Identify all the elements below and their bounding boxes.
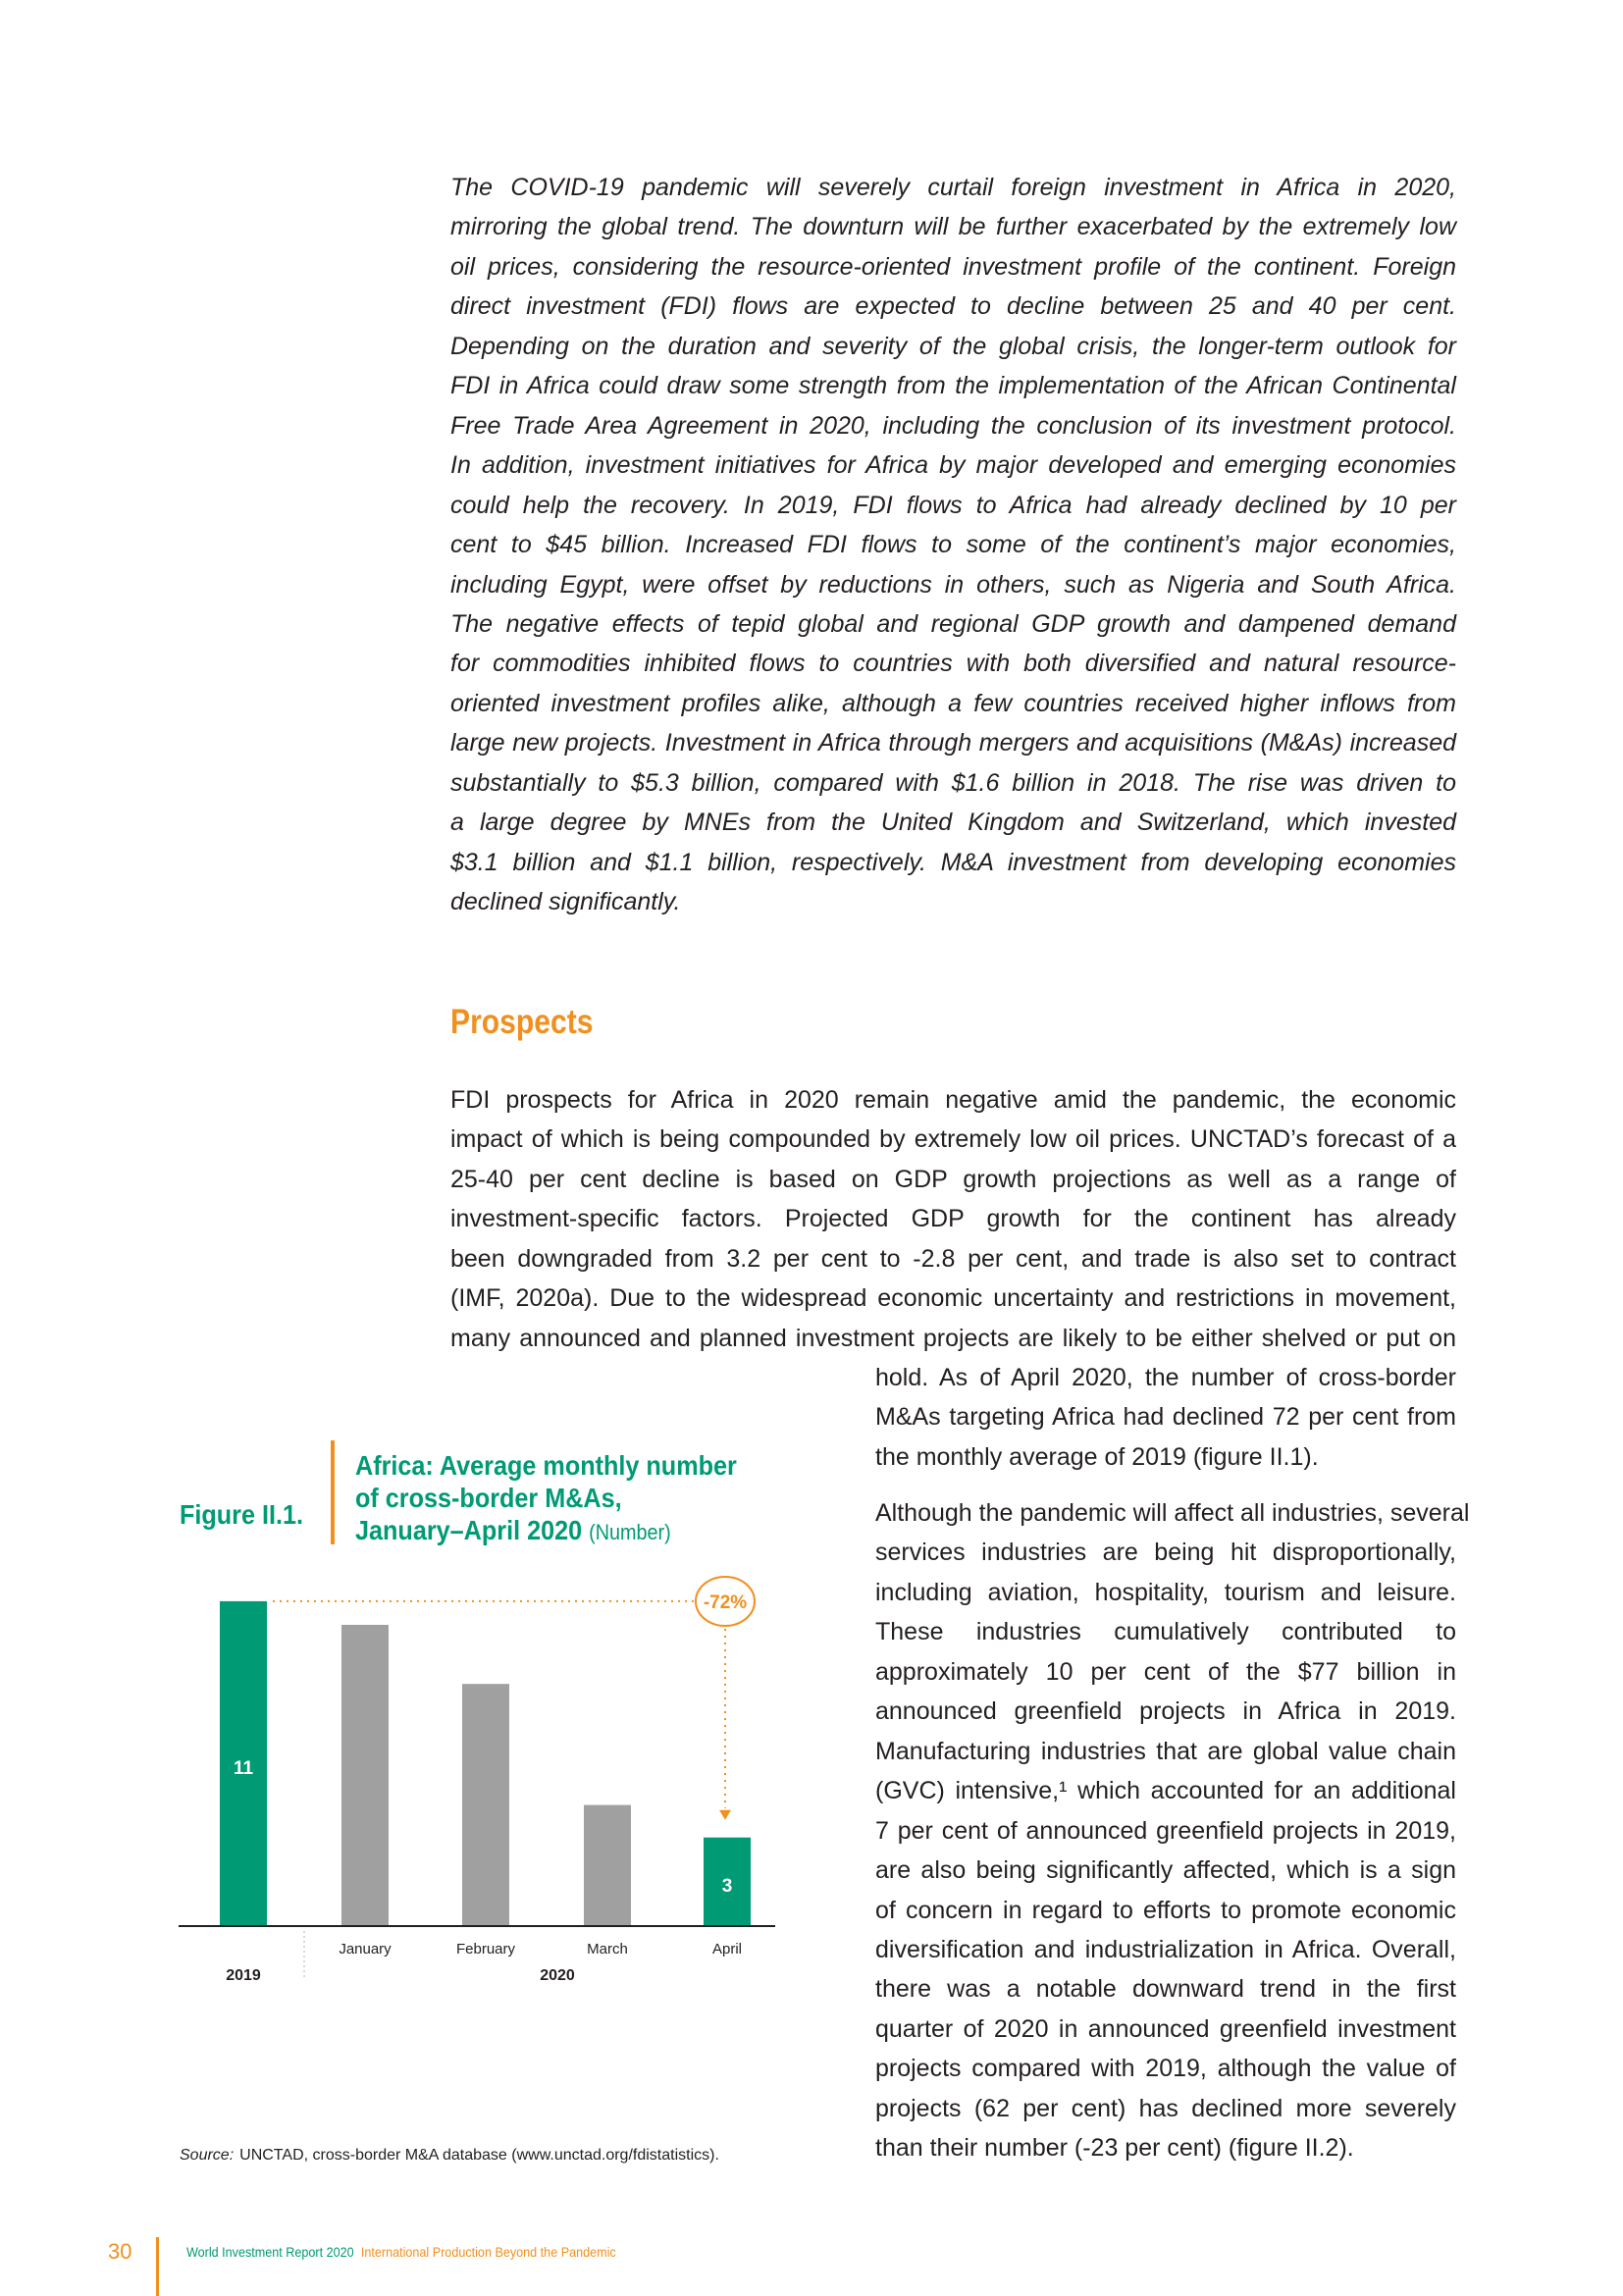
text-line: could help the recovery. In 2019, FDI fl…: [450, 491, 1456, 519]
text-line: there was a notable downward trend in th…: [875, 1975, 1456, 2004]
text-line: Depending on the duration and severity o…: [450, 332, 1456, 360]
text-line: including aviation, hospitality, tourism…: [875, 1578, 1456, 1606]
x-tick-label: January: [339, 1941, 392, 1957]
bar: [341, 1624, 389, 1926]
x-group-label: 2020: [540, 1967, 575, 1984]
x-group-label: 2019: [226, 1967, 261, 1984]
report-title: World Investment Report 2020: [186, 2244, 354, 2260]
text-line: cent to $45 billion. Increased FDI flows…: [450, 531, 1456, 559]
text-line: announced greenfield projects in Africa …: [875, 1697, 1456, 1726]
bar: [704, 1837, 751, 1926]
text-line: than their number (-23 per cent) (figure…: [875, 2134, 1354, 2163]
text-line: FDI in Africa could draw some strength f…: [450, 372, 1456, 400]
figure-divider: [331, 1440, 335, 1544]
text-line: projects (62 per cent) has declined more…: [875, 2094, 1456, 2122]
text-line: oriented investment profiles alike, alth…: [450, 689, 1456, 717]
text-line: $3.1 billion and $1.1 billion, respectiv…: [450, 848, 1456, 876]
text-line: are also being significantly affected, w…: [875, 1856, 1456, 1885]
text-line: quarter of 2020 in announced greenfield …: [875, 2014, 1456, 2043]
data-label: 3: [722, 1876, 733, 1897]
report-subtitle: International Production Beyond the Pand…: [360, 2244, 616, 2260]
text-line: 25-40 per cent decline is based on GDP g…: [450, 1165, 1456, 1193]
text-line: including Egypt, were offset by reductio…: [450, 570, 1456, 599]
text-line: oil prices, considering the resource-ori…: [450, 252, 1456, 281]
text-line: hold. As of April 2020, the number of cr…: [875, 1364, 1456, 1391]
text-line: approximately 10 per cent of the $77 bil…: [875, 1657, 1456, 1686]
text-line: (IMF, 2020a). Due to the widespread econ…: [450, 1284, 1456, 1313]
figure-title-line: January–April 2020: [355, 1515, 583, 1545]
annotation-label: -72%: [704, 1592, 747, 1613]
text-line: projects compared with 2019, although th…: [875, 2055, 1456, 2083]
text-line: a large degree by MNEs from the United K…: [450, 809, 1456, 837]
text-line: Although the pandemic will affect all in…: [875, 1499, 1470, 1527]
text-line: Manufacturing industries that are global…: [875, 1737, 1456, 1765]
figure-label: Figure II.1.: [180, 1499, 304, 1530]
text-line: of concern in regard to efforts to promo…: [875, 1896, 1456, 1924]
page-number: 30: [108, 2239, 132, 2264]
text-line: Free Trade Area Agreement in 2020, inclu…: [450, 411, 1456, 440]
text-line: for commodities inhibited flows to count…: [450, 650, 1456, 678]
text-line: mirroring the global trend. The downturn…: [450, 213, 1456, 241]
figure-source: Source: UNCTAD, cross-border M&A database…: [180, 2147, 719, 2165]
figure-unit: (Number): [589, 1520, 671, 1544]
section-heading-prospects: Prospects: [450, 1003, 594, 1041]
text-line: investment-specific factors. Projected G…: [450, 1205, 1456, 1233]
text-line: substantially to $5.3 billion, compared …: [450, 768, 1456, 797]
text-line: direct investment (FDI) flows are expect…: [450, 292, 1456, 321]
data-label: 11: [234, 1758, 254, 1779]
annotation-circle: [695, 1576, 756, 1627]
running-footer: World Investment Report 2020 Internationa…: [186, 2244, 616, 2260]
figure-title-line: Africa: Average monthly number: [355, 1450, 737, 1481]
figure-title-line: of cross-border M&As,: [355, 1483, 622, 1513]
text-line: many announced and planned investment pr…: [450, 1324, 1456, 1352]
bar: [584, 1804, 631, 1926]
bar: [220, 1600, 267, 1926]
text-line: impact of which is being compounded by e…: [450, 1125, 1456, 1154]
text-line: (GVC) intensive,¹ which accounted for an…: [875, 1777, 1456, 1805]
text-line: declined significantly.: [450, 888, 681, 916]
text-line: M&As targeting Africa had declined 72 pe…: [875, 1403, 1456, 1432]
text-line: These industries cumulatively contribute…: [875, 1618, 1456, 1646]
bar: [462, 1684, 509, 1926]
figure-title: Africa: Average monthly number of cross-…: [355, 1449, 737, 1548]
text-line: The COVID-19 pandemic will severely curt…: [450, 174, 1456, 201]
text-line: services industries are being hit dispro…: [875, 1539, 1456, 1567]
text-line: FDI prospects for Africa in 2020 remain …: [450, 1086, 1456, 1114]
text-line: The negative effects of tepid global and…: [450, 609, 1456, 638]
footer-divider: [156, 2237, 159, 2296]
x-tick-label: April: [712, 1941, 742, 1957]
x-tick-label: March: [587, 1941, 628, 1957]
text-line: In addition, investment initiatives for …: [450, 451, 1456, 480]
text-line: been downgraded from 3.2 per cent to -2.…: [450, 1244, 1456, 1273]
source-text: UNCTAD, cross-border M&A database (www.u…: [239, 2147, 719, 2164]
text-line: diversification and industrialization in…: [875, 1935, 1456, 1963]
text-line: 7 per cent of announced greenfield proje…: [875, 1816, 1456, 1845]
source-label: Source:: [180, 2147, 235, 2164]
text-line: the monthly average of 2019 (figure II.1…: [875, 1442, 1319, 1471]
arrow-down-icon: [719, 1809, 731, 1820]
x-tick-label: February: [456, 1941, 516, 1957]
text-line: large new projects. Investment in Africa…: [450, 729, 1456, 757]
